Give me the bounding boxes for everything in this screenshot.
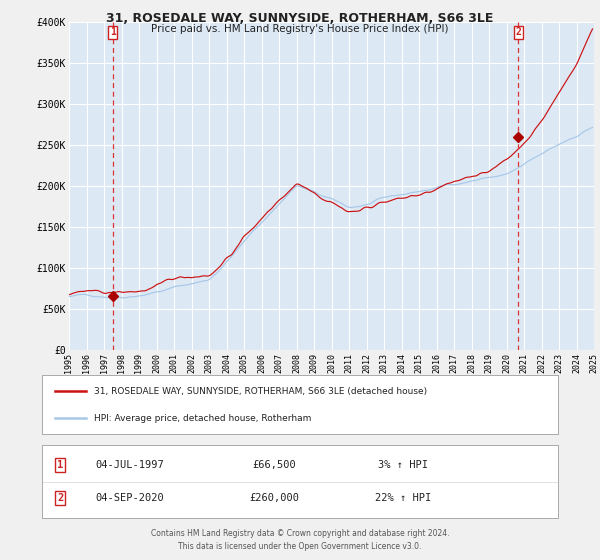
Text: £260,000: £260,000: [249, 493, 299, 503]
Text: 1: 1: [110, 27, 116, 38]
Text: Contains HM Land Registry data © Crown copyright and database right 2024.: Contains HM Land Registry data © Crown c…: [151, 529, 449, 538]
Text: Price paid vs. HM Land Registry's House Price Index (HPI): Price paid vs. HM Land Registry's House …: [151, 24, 449, 34]
Text: 31, ROSEDALE WAY, SUNNYSIDE, ROTHERHAM, S66 3LE (detached house): 31, ROSEDALE WAY, SUNNYSIDE, ROTHERHAM, …: [94, 386, 427, 395]
Text: 2: 2: [57, 493, 63, 503]
Text: 3% ↑ HPI: 3% ↑ HPI: [378, 460, 428, 470]
Text: 1: 1: [57, 460, 63, 470]
Text: £66,500: £66,500: [253, 460, 296, 470]
Text: 04-SEP-2020: 04-SEP-2020: [95, 493, 164, 503]
Text: 04-JUL-1997: 04-JUL-1997: [95, 460, 164, 470]
Text: 31, ROSEDALE WAY, SUNNYSIDE, ROTHERHAM, S66 3LE: 31, ROSEDALE WAY, SUNNYSIDE, ROTHERHAM, …: [106, 12, 494, 25]
Text: HPI: Average price, detached house, Rotherham: HPI: Average price, detached house, Roth…: [94, 414, 311, 423]
Text: 2: 2: [515, 27, 521, 38]
Text: This data is licensed under the Open Government Licence v3.0.: This data is licensed under the Open Gov…: [178, 542, 422, 550]
Text: 22% ↑ HPI: 22% ↑ HPI: [375, 493, 431, 503]
